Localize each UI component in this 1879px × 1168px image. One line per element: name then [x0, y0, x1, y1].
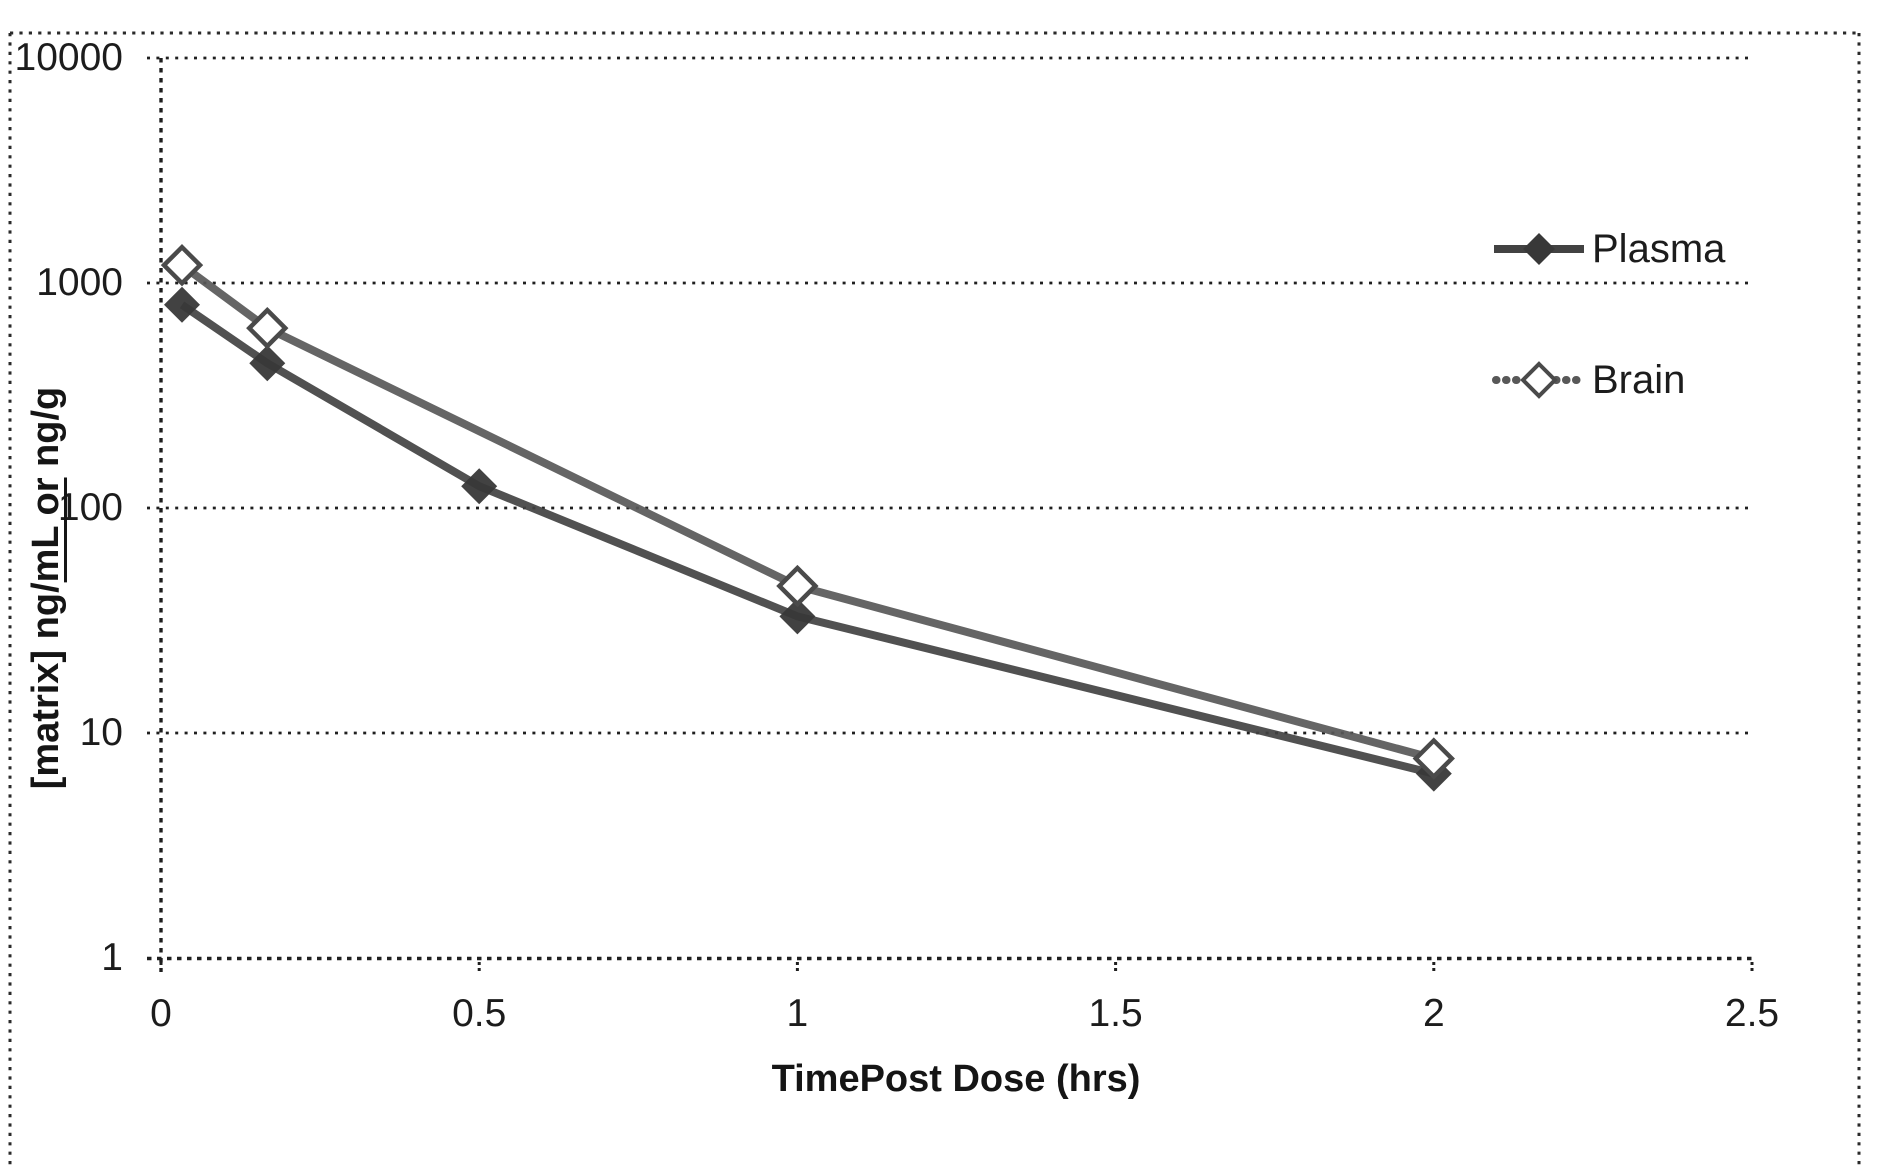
legend-label-brain: Brain: [1592, 358, 1686, 402]
y-axis-title-underlined: mL or: [25, 477, 67, 583]
x-tick-label-1: 1: [786, 992, 809, 1035]
legend-item-brain: Brain: [1492, 355, 1685, 405]
brain-marker: [246, 306, 289, 350]
legend-label-plasma: Plasma: [1592, 227, 1726, 271]
y-axis-title-post: ng/g: [25, 386, 67, 478]
brain-marker: [160, 244, 204, 287]
plasma-legend-marker-icon: [1494, 233, 1584, 265]
x-tick-label-2: 2: [1422, 992, 1445, 1035]
legend-item-plasma: Plasma: [1492, 224, 1725, 274]
y-axis-title-pre: [matrix] ng/: [25, 582, 67, 790]
plasma-marker: [249, 345, 286, 382]
plasma-marker: [461, 468, 498, 505]
y-tick-label-10: 10: [79, 711, 123, 754]
x-tick-label-0: 0: [150, 992, 172, 1035]
y-tick-label-1000: 1000: [36, 261, 123, 304]
y-tick-label-1: 1: [101, 936, 123, 979]
x-tick-label-1.5: 1.5: [1088, 992, 1143, 1035]
y-tick-label-100: 100: [57, 486, 123, 529]
plasma-marker: [164, 286, 201, 323]
brain-legend-marker-icon: [1492, 361, 1586, 399]
brain-marker: [776, 564, 819, 608]
brain-line: [179, 261, 1435, 763]
plasma-marker: [779, 598, 816, 635]
x-tick-label-2.5: 2.5: [1724, 992, 1780, 1035]
brain-marker: [1412, 737, 1455, 780]
x-tick-label-0.5: 0.5: [452, 992, 507, 1035]
y-axis-title: [matrix] ng/mL or ng/g: [21, 233, 71, 943]
x-axis-title: TimePost Dose (hrs): [771, 1058, 1141, 1100]
y-tick-label-10000: 10000: [14, 36, 123, 79]
